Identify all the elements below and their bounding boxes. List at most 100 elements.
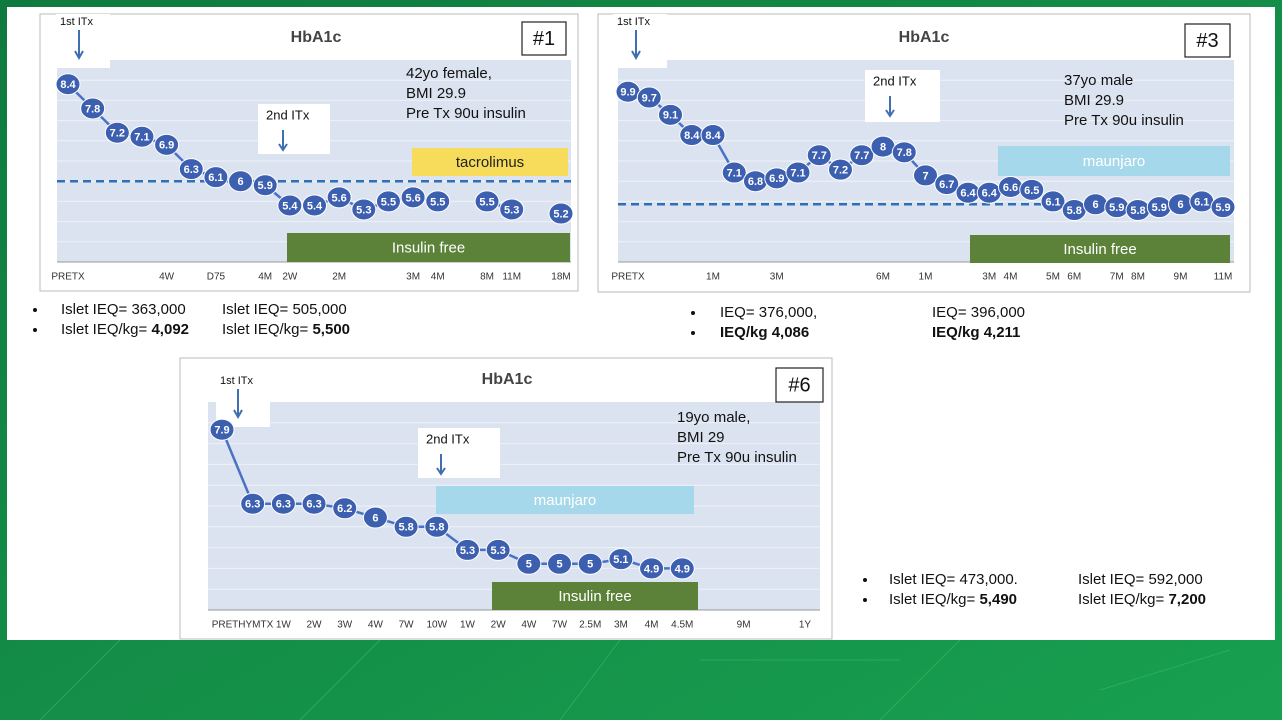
bullet	[863, 598, 867, 602]
marker-box	[258, 104, 330, 154]
marker-label: 2nd ITx	[873, 73, 917, 88]
data-line	[220, 429, 683, 570]
patient-info: BMI 29	[677, 429, 725, 446]
data-label: 7.8	[85, 103, 100, 115]
note-value: 363,000	[131, 301, 185, 318]
data-label: 7	[922, 170, 928, 182]
x-tick-label: THYMTX	[232, 620, 273, 631]
patient-info: Pre Tx 90u insulin	[406, 105, 526, 122]
chart: HbA1c #1 42yo female, BMI 29.9 Pre Tx 90u in…	[39, 13, 579, 292]
data-point	[785, 161, 811, 184]
data-point	[891, 141, 917, 164]
patient-info: Pre Tx 90u insulin	[1064, 112, 1184, 129]
marker-arrow	[233, 389, 243, 420]
x-tick-label: 3M	[982, 272, 996, 283]
data-point	[1210, 196, 1236, 219]
note: IEQ= 376,000,	[720, 304, 817, 321]
data-label: 5.8	[1067, 205, 1082, 217]
note-value: 473,000.	[959, 571, 1017, 588]
marker-box	[865, 70, 940, 122]
decor-lines	[39, 639, 1231, 720]
patient-info: 42yo female,	[406, 65, 492, 82]
note-value: 376,000,	[759, 304, 817, 321]
note-value: 7,200	[1168, 591, 1206, 608]
x-tick-label: 7M	[1110, 272, 1124, 283]
panel-label: #1	[533, 28, 555, 50]
data-point	[1040, 190, 1066, 213]
data-label: 6.9	[159, 140, 174, 152]
x-tick-label: 10W	[427, 620, 448, 631]
x-tick-label: 4M	[258, 272, 272, 283]
data-point	[485, 538, 511, 561]
x-tick-label: 18M	[551, 272, 570, 283]
data-label: 6.3	[276, 499, 291, 511]
data-label: 5.5	[479, 196, 494, 208]
x-tick-label: 6M	[1067, 272, 1081, 283]
patient-info: BMI 29.9	[1064, 92, 1124, 109]
data-label: 5.3	[491, 545, 506, 557]
x-tick-label: 1M	[919, 272, 933, 283]
period-band	[436, 486, 694, 514]
marker-box	[216, 373, 270, 427]
bullet	[33, 328, 37, 332]
data-point	[332, 497, 358, 520]
data-label: 6.4	[982, 188, 998, 200]
bullet	[863, 578, 867, 582]
x-tick-label: 4M	[431, 272, 445, 283]
data-point	[669, 557, 695, 580]
chart-title: HbA1c	[482, 371, 533, 388]
data-point	[129, 125, 155, 148]
data-label: 5.6	[405, 192, 420, 204]
data-label: 5.9	[1215, 202, 1230, 214]
data-label: 5.3	[504, 204, 519, 216]
data-label: 8.4	[684, 130, 700, 142]
data-label: 5.9	[1109, 202, 1124, 214]
data-label: 7.8	[897, 147, 912, 159]
data-label: 6.1	[1045, 196, 1060, 208]
panel-label: #3	[1196, 30, 1218, 52]
data-label: 6	[1092, 199, 1098, 211]
data-label: 5	[587, 559, 593, 571]
x-tick-label: 2W	[307, 620, 323, 631]
data-label: 7.1	[790, 167, 805, 179]
x-tick-label: 2.5M	[579, 620, 601, 631]
data-point	[806, 144, 832, 167]
data-point	[80, 97, 106, 120]
data-label: 5.3	[460, 545, 475, 557]
note-label: Islet IEQ/kg=	[1078, 591, 1165, 608]
data-point	[178, 158, 204, 181]
data-point	[499, 198, 525, 221]
x-tick-label: 6M	[876, 272, 890, 283]
note: IEQ/kg 4,086	[720, 324, 809, 341]
note: Islet IEQ/kg= 5,490	[889, 591, 1017, 608]
period-label: Insulin free	[558, 588, 631, 605]
data-point	[934, 173, 960, 196]
period-label: Insulin free	[1063, 241, 1136, 258]
x-tick-label: 11M	[1214, 272, 1233, 283]
data-label: 7.1	[134, 132, 149, 144]
data-label: 6.1	[1194, 196, 1209, 208]
data-label: 6.5	[1024, 185, 1039, 197]
data-label: 7.1	[727, 167, 742, 179]
x-tick-label: 2M	[332, 272, 346, 283]
marker-box	[56, 14, 110, 68]
note-value: 396,000	[971, 304, 1025, 321]
data-point	[104, 121, 130, 144]
note: Islet IEQ= 363,000	[61, 301, 186, 318]
data-label: 5	[526, 559, 532, 571]
data-point	[913, 164, 938, 187]
data-point	[548, 202, 574, 225]
data-point	[577, 552, 603, 575]
data-label: 7.2	[110, 128, 125, 140]
period-label: tacrolimus	[456, 154, 524, 171]
note-value: 5,490	[979, 591, 1017, 608]
data-point	[203, 166, 229, 189]
x-tick-label: 4W	[368, 620, 384, 631]
note-value: 5,500	[312, 321, 350, 338]
data-label: 5.5	[381, 196, 396, 208]
note: IEQ/kg 4,211	[932, 324, 1020, 341]
data-label: 6	[372, 512, 378, 524]
data-point	[425, 190, 451, 213]
